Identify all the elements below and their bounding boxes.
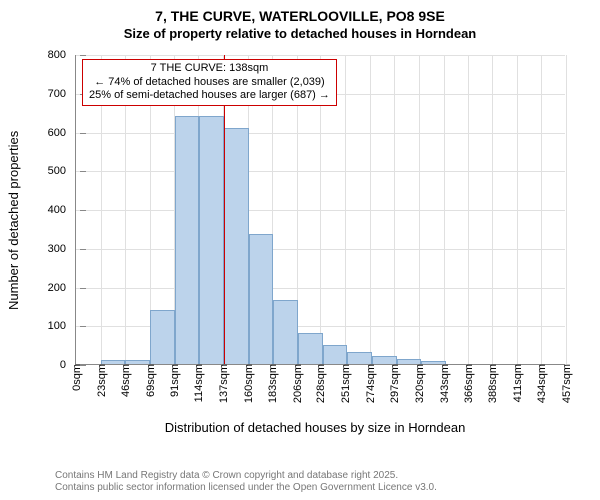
gridline-v bbox=[566, 55, 567, 364]
histogram-bar bbox=[199, 116, 224, 364]
y-tick-label: 400 bbox=[36, 204, 76, 216]
gridline-v bbox=[492, 55, 493, 364]
x-tick-label: 434sqm bbox=[534, 364, 548, 403]
attribution-line2: Contains public sector information licen… bbox=[55, 482, 590, 494]
histogram-bar bbox=[372, 356, 397, 364]
infobox-line3: 25% of semi-detached houses are larger (… bbox=[89, 89, 330, 103]
histogram-bar bbox=[421, 361, 446, 364]
infobox-line1: 7 THE CURVE: 138sqm bbox=[89, 62, 330, 76]
x-tick-label: 114sqm bbox=[191, 364, 205, 402]
attribution-line1: Contains HM Land Registry data © Crown c… bbox=[55, 470, 590, 482]
x-tick-label: 160sqm bbox=[241, 364, 255, 403]
x-tick-label: 228sqm bbox=[313, 364, 327, 403]
x-axis-label: Distribution of detached houses by size … bbox=[55, 420, 575, 435]
histogram-bar bbox=[175, 116, 200, 364]
x-tick-label: 457sqm bbox=[559, 364, 573, 403]
gridline-v bbox=[541, 55, 542, 364]
x-tick-label: 137sqm bbox=[216, 364, 230, 403]
gridline-v bbox=[394, 55, 395, 364]
infobox: 7 THE CURVE: 138sqm← 74% of detached hou… bbox=[82, 59, 337, 106]
histogram-bar bbox=[298, 333, 323, 364]
x-tick-label: 183sqm bbox=[265, 364, 279, 403]
x-tick-label: 46sqm bbox=[118, 364, 132, 397]
y-tick-label: 200 bbox=[36, 282, 76, 294]
gridline-v bbox=[345, 55, 346, 364]
x-tick-label: 366sqm bbox=[461, 364, 475, 403]
x-tick-label: 0sqm bbox=[69, 364, 83, 391]
y-axis-label: Number of detached properties bbox=[6, 0, 21, 440]
histogram-bar bbox=[249, 234, 274, 364]
gridline-v bbox=[419, 55, 420, 364]
title-subtitle: Size of property relative to detached ho… bbox=[0, 26, 600, 41]
y-tick-label: 600 bbox=[36, 127, 76, 139]
x-tick-label: 69sqm bbox=[143, 364, 157, 397]
histogram-bar bbox=[125, 360, 150, 364]
x-tick-label: 91sqm bbox=[167, 364, 181, 397]
y-tick-label: 700 bbox=[36, 88, 76, 100]
gridline-v bbox=[517, 55, 518, 364]
x-tick-label: 320sqm bbox=[412, 364, 426, 403]
histogram-bar bbox=[397, 359, 422, 364]
histogram-bar bbox=[101, 360, 126, 364]
gridline-v bbox=[444, 55, 445, 364]
gridline-v bbox=[370, 55, 371, 364]
title-block: 7, THE CURVE, WATERLOOVILLE, PO8 9SE Siz… bbox=[0, 0, 600, 41]
histogram-bar bbox=[273, 300, 298, 364]
y-tick-label: 100 bbox=[36, 320, 76, 332]
histogram-bar bbox=[323, 345, 348, 364]
infobox-line2: ← 74% of detached houses are smaller (2,… bbox=[89, 76, 330, 90]
plot-area: 01002003004005006007008000sqm23sqm46sqm6… bbox=[75, 55, 565, 365]
y-tick-label: 300 bbox=[36, 243, 76, 255]
x-tick-label: 206sqm bbox=[290, 364, 304, 403]
histogram-bar bbox=[347, 352, 372, 364]
attribution-block: Contains HM Land Registry data © Crown c… bbox=[55, 470, 590, 494]
histogram-bar bbox=[224, 128, 249, 364]
gridline-v bbox=[468, 55, 469, 364]
chart-figure: 7, THE CURVE, WATERLOOVILLE, PO8 9SE Siz… bbox=[0, 0, 600, 500]
x-tick-label: 297sqm bbox=[387, 364, 401, 403]
x-tick-label: 343sqm bbox=[437, 364, 451, 403]
x-tick-label: 251sqm bbox=[338, 364, 352, 403]
title-main: 7, THE CURVE, WATERLOOVILLE, PO8 9SE bbox=[0, 8, 600, 24]
chart-area: 01002003004005006007008000sqm23sqm46sqm6… bbox=[55, 50, 575, 420]
x-tick-label: 411sqm bbox=[510, 364, 524, 402]
y-tick-label: 800 bbox=[36, 49, 76, 61]
x-tick-label: 388sqm bbox=[485, 364, 499, 403]
x-tick-label: 23sqm bbox=[94, 364, 108, 397]
histogram-bar bbox=[150, 310, 175, 364]
x-tick-label: 274sqm bbox=[363, 364, 377, 403]
y-tick-label: 500 bbox=[36, 165, 76, 177]
